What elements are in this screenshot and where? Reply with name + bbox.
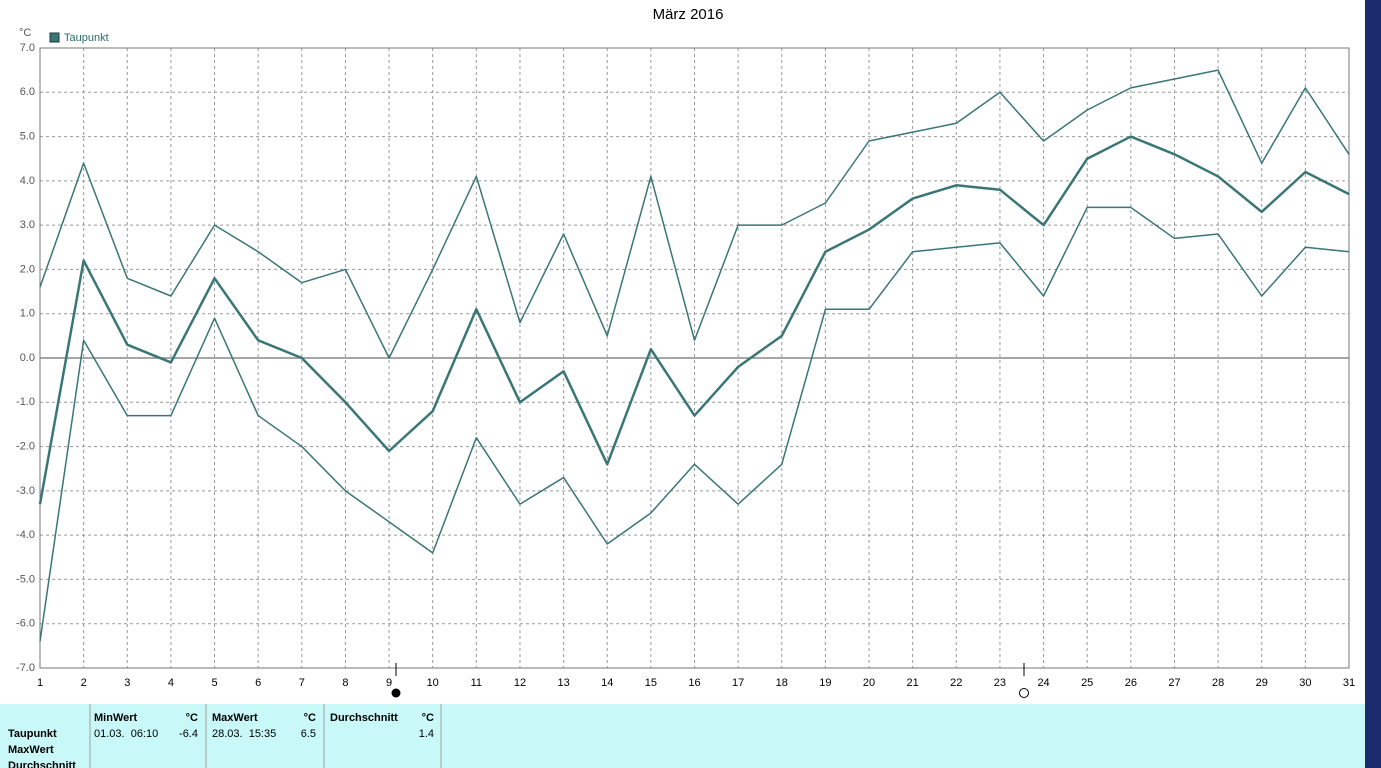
cell-value: -6.4 [179, 728, 198, 740]
row-label: Taupunkt [8, 728, 57, 740]
row-label: MaxWert [8, 744, 54, 756]
cell-value: 1.4 [419, 728, 434, 740]
legend: Taupunkt [49, 32, 109, 44]
x-tick-label: 11 [471, 677, 482, 689]
x-tick-label: 12 [514, 677, 526, 689]
data-line [38, 135, 1350, 505]
x-tick-label: 23 [994, 677, 1006, 689]
column-header: MaxWert [212, 712, 258, 724]
x-tick-label: 30 [1299, 677, 1311, 689]
row-label: Durchschnitt [8, 760, 76, 768]
lines [38, 69, 1350, 642]
y-tick-label: 4.0 [20, 175, 35, 187]
y-tick-label: -2.0 [16, 440, 35, 452]
chart-title: März 2016 [653, 6, 724, 23]
y-tick-label: -7.0 [16, 662, 35, 674]
x-tick-label: 27 [1168, 677, 1180, 689]
column-unit: °C [422, 712, 434, 724]
x-tick-label: 7 [299, 677, 305, 689]
y-tick-label: 5.0 [20, 130, 35, 142]
axes: -7.0 -6.0 -5.0 -4.0 -3.0 -2.0 -1.0 0.0 1.0 2.0 3.0… [16, 42, 1355, 689]
summary-table: Taupunkt MaxWert Durchschnitt MinWert °C… [0, 704, 1365, 768]
x-tick-label: 3 [124, 677, 130, 689]
column-unit: °C [304, 712, 316, 724]
x-tick-label: 24 [1037, 677, 1049, 689]
x-tick-label: 19 [819, 677, 831, 689]
x-tick-label: 28 [1212, 677, 1224, 689]
full-moon-icon [1019, 688, 1029, 698]
table-background [0, 704, 1365, 768]
cell-time: 01.03. 06:10 [94, 728, 158, 740]
legend-label: Taupunkt [64, 32, 109, 44]
column-unit: °C [186, 712, 198, 724]
cell-time: 28.03. 15:35 [212, 728, 276, 740]
y-tick-label: 2.0 [20, 263, 35, 275]
y-tick-label: -3.0 [16, 485, 35, 497]
plot-border [39, 47, 1350, 669]
column-header: Durchschnitt [330, 712, 398, 724]
x-tick-label: 5 [211, 677, 217, 689]
x-tick-label: 13 [557, 677, 569, 689]
y-tick-label: 3.0 [20, 219, 35, 231]
screen-edge [1365, 0, 1381, 768]
x-tick-label: 20 [863, 677, 875, 689]
y-unit: °C [19, 27, 31, 39]
y-tick-label: -5.0 [16, 573, 35, 585]
data-line [39, 206, 1350, 642]
x-tick-label: 9 [386, 677, 392, 689]
grid [39, 47, 1350, 669]
column-header: MinWert [94, 712, 138, 724]
x-tick-label: 21 [907, 677, 919, 689]
cell-value: 6.5 [301, 728, 316, 740]
x-tick-label: 4 [168, 677, 174, 689]
y-tick-label: 1.0 [20, 308, 35, 320]
x-tick-label: 26 [1125, 677, 1137, 689]
x-tick-label: 29 [1256, 677, 1268, 689]
x-tick-label: 18 [776, 677, 788, 689]
legend-swatch [49, 32, 60, 43]
x-tick-label: 22 [950, 677, 962, 689]
data-line [39, 69, 1350, 359]
y-tick-label: -4.0 [16, 529, 35, 541]
x-tick-label: 16 [688, 677, 700, 689]
x-tick-label: 25 [1081, 677, 1093, 689]
x-tick-label: 2 [81, 677, 87, 689]
x-tick-label: 31 [1343, 677, 1355, 689]
x-tick-label: 14 [601, 677, 613, 689]
new-moon-icon [391, 688, 401, 698]
y-tick-label: 7.0 [20, 42, 35, 54]
y-tick-label: -1.0 [16, 396, 35, 408]
x-tick-label: 10 [427, 677, 439, 689]
x-tick-label: 8 [342, 677, 348, 689]
x-tick-label: 6 [255, 677, 261, 689]
y-tick-label: 0.0 [20, 352, 35, 364]
y-tick-label: 6.0 [20, 86, 35, 98]
x-tick-label: 15 [645, 677, 657, 689]
x-tick-label: 1 [37, 677, 43, 689]
y-tick-label: -6.0 [16, 618, 35, 630]
x-tick-label: 17 [732, 677, 744, 689]
